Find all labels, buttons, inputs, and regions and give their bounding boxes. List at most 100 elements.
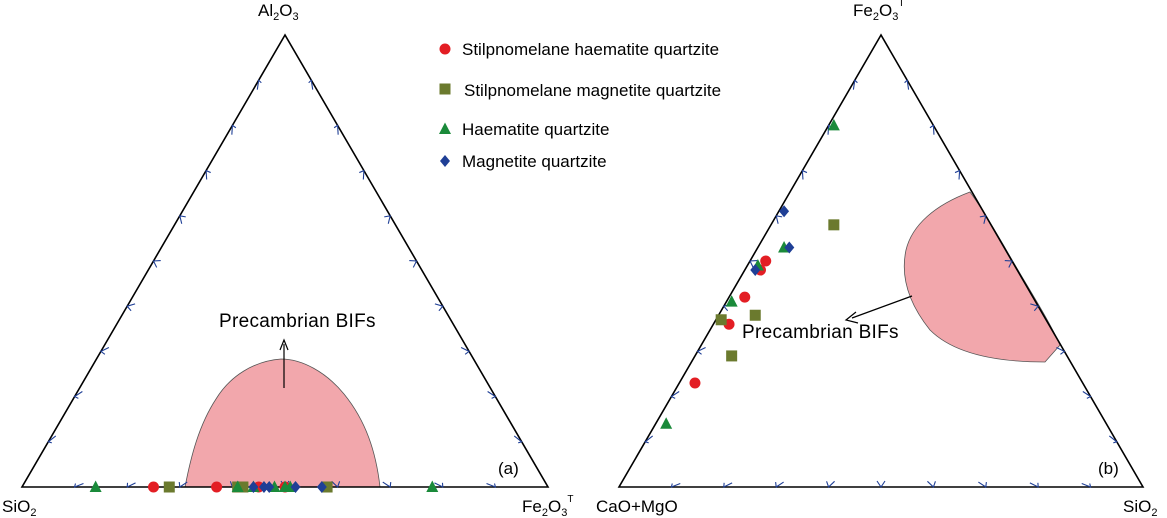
field-label-b: Precambrian BIFs [742,322,899,343]
axis-ticks-b [644,79,1118,488]
triangle-point-a-0 [89,480,102,492]
data-points-a [89,480,439,493]
legend-marker-diamond [440,155,450,167]
field-arrow-head-a [279,338,289,351]
diamond-point-a-0 [248,481,259,493]
tick-0-2-4 [384,215,391,224]
circle-point-b-2 [739,291,751,303]
tick-0-0-7 [382,481,392,488]
tick-0-1-2 [73,391,83,399]
legend-label-1: Stilpnomelane haematite quartzite [462,40,719,59]
tick-0-1-5 [152,259,161,268]
tick-1-2-4 [979,215,987,224]
legend-label-3: Haematite quartzite [462,120,609,139]
tick-1-1-3 [696,346,706,355]
diamond-point-a-3 [290,481,301,493]
legend-marker-square [439,83,451,95]
tick-1-2-9 [1108,435,1118,444]
tick-1-0-2 [723,482,733,488]
panel-label-a: (a) [498,459,519,478]
tick-1-0-7 [978,481,987,488]
tick-1-0-8 [1029,482,1039,488]
tick-1-1-7 [801,169,808,180]
tick-0-1-1 [47,435,57,444]
square-point-a-0 [163,481,175,493]
tick-0-2-9 [513,435,523,444]
legend: Stilpnomelane haematite quartzite Stilpn… [439,40,721,171]
tick-0-2-2 [333,124,339,135]
triangle-frame-b [617,33,1145,488]
legend-label-4: Magnetite quartzite [462,152,607,171]
circle-point-b-0 [760,255,772,267]
vertex-label-left-a: SiO2 [2,497,36,518]
tick-1-0-6 [927,480,936,488]
square-point-a-3 [321,481,333,493]
tick-1-1-2 [670,391,680,399]
diamond-point-a-1 [258,481,269,493]
diamond-point-a-2 [264,481,275,493]
triangle-point-b-4 [660,417,673,429]
panel-label-b: (b) [1098,459,1119,478]
square-point-b-0 [828,219,840,231]
field-arrow-head-b [844,311,859,324]
diamond-point-b-1 [784,241,795,254]
legend-label-2: Stilpnomelane magnetite quartzite [464,81,721,100]
tick-0-1-9 [256,79,262,90]
tick-1-0-1 [670,482,681,488]
diamond-point-b-2 [750,264,761,277]
vertex-label-right-a: Fe2O3T [522,494,573,518]
square-point-a-2 [237,481,249,493]
ternary-panel-a: Precambrian BIFs (a) Al2O3 SiO2 Fe2O3T [2,1,573,518]
tick-0-2-1 [308,79,314,90]
tick-1-2-3 [954,169,961,180]
vertex-label-left-b: CaO+MgO [596,497,678,516]
circle-point-b-4 [689,377,701,389]
ternary-panel-b: Precambrian BIFs (b) Fe2O3T CaO+MgO SiO2 [596,0,1157,518]
tick-1-2-7 [1056,346,1066,355]
triangle-point-a-1 [231,480,244,492]
tick-0-2-5 [409,259,418,268]
tick-1-2-1 [904,79,910,90]
tick-1-0-9 [1081,482,1092,488]
field-label-a: Precambrian BIFs [219,311,376,332]
tick-0-1-4 [126,303,136,312]
tick-1-0-4 [826,480,835,488]
tick-0-2-8 [487,391,497,399]
tick-1-0-5 [876,480,886,488]
tick-1-2-8 [1082,391,1092,399]
data-points-b [660,118,840,429]
tick-0-2-3 [359,169,365,180]
precambrian-bif-field-a [184,358,381,488]
triangle-point-b-0 [827,118,840,131]
vertex-label-top-a: Al2O3 [258,1,299,23]
diamond-point-b-0 [779,205,790,218]
tick-0-0-6 [331,480,341,488]
square-point-b-2 [726,350,738,362]
tick-1-0-3 [775,481,784,488]
tick-1-1-5 [749,259,758,268]
triangle-point-b-3 [725,295,738,307]
tick-0-2-6 [434,303,444,312]
tick-1-2-5 [1004,259,1013,268]
legend-marker-triangle [439,122,451,134]
tick-0-2-7 [460,346,471,355]
circle-point-a-0 [148,481,159,493]
tick-1-1-9 [852,79,858,90]
tick-0-0-9 [486,482,497,488]
tick-1-1-1 [644,435,654,444]
diamond-point-a-4 [316,481,327,493]
precambrian-bif-field-b [903,191,1061,363]
tick-0-0-8 [434,482,444,488]
square-point-b-3 [715,314,727,326]
square-point-b-1 [749,309,761,321]
triangle-point-a-6 [426,480,439,492]
vertex-label-right-b: SiO2 [1123,497,1157,518]
tick-1-2-2 [929,124,935,135]
tick-1-2-6 [1030,303,1040,312]
tick-0-1-8 [231,124,237,135]
tick-0-1-6 [179,215,186,224]
tick-1-1-6 [775,215,783,224]
tick-0-1-3 [99,346,110,355]
tick-0-0-2 [126,482,136,488]
